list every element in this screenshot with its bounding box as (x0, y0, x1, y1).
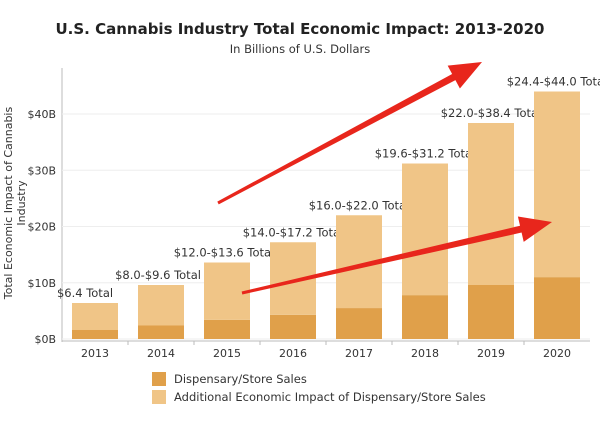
x-tick-label: 2020 (543, 347, 571, 360)
y-tick-label: $40B (27, 108, 56, 121)
x-tick-label: 2014 (147, 347, 175, 360)
plot-area: $0B $10B $20B $30B $40B $6.4 Total 2013 $8.0-$9… (27, 62, 600, 360)
x-tick-label: 2018 (411, 347, 439, 360)
legend-label: Additional Economic Impact of Dispensary… (174, 390, 486, 404)
data-label: $22.0-$38.4 Total (441, 106, 542, 120)
y-tick-label: $10B (27, 277, 56, 290)
legend-item-additional: Additional Economic Impact of Dispensary… (152, 390, 486, 404)
y-tick-label: $30B (27, 164, 56, 177)
bar-additional (204, 262, 250, 320)
bar-additional (138, 285, 184, 326)
data-label: $19.6-$31.2 Total (375, 147, 476, 161)
bar-additional (72, 303, 118, 330)
bar-additional (402, 163, 448, 296)
x-tick-label: 2013 (81, 347, 109, 360)
y-tick-label: $0B (34, 333, 56, 346)
bar-dispensary (336, 308, 382, 339)
data-label: $12.0-$13.6 Total (174, 246, 275, 260)
bar-dispensary (402, 295, 448, 339)
chart-title: U.S. Cannabis Industry Total Economic Im… (55, 20, 545, 38)
x-tick-label: 2017 (345, 347, 373, 360)
data-label: $8.0-$9.6 Total (115, 268, 201, 282)
data-label: $6.4 Total (57, 286, 113, 300)
legend-swatch (152, 372, 166, 386)
data-label: $16.0-$22.0 Total (309, 198, 410, 212)
bar-additional (468, 123, 514, 285)
x-tick-label: 2019 (477, 347, 505, 360)
bar-dispensary (468, 285, 514, 339)
y-tick-label: $20B (27, 221, 56, 234)
data-label: $14.0-$17.2 Total (243, 225, 344, 239)
legend-item-dispensary: Dispensary/Store Sales (152, 372, 307, 386)
bar-additional (534, 91, 580, 278)
bar-dispensary (270, 314, 316, 339)
arrow-upper (217, 62, 482, 205)
x-tick-label: 2016 (279, 347, 307, 360)
bar-dispensary (534, 277, 580, 339)
bar-dispensary (138, 325, 184, 339)
legend-label: Dispensary/Store Sales (174, 372, 307, 386)
bar-dispensary (204, 319, 250, 339)
bar-dispensary (72, 330, 118, 339)
chart-subtitle: In Billions of U.S. Dollars (229, 42, 371, 56)
legend-swatch (152, 390, 166, 404)
arrow-lower (241, 216, 553, 295)
x-tick-label: 2015 (213, 347, 241, 360)
data-label: $24.4-$44.0 Total (507, 75, 600, 89)
